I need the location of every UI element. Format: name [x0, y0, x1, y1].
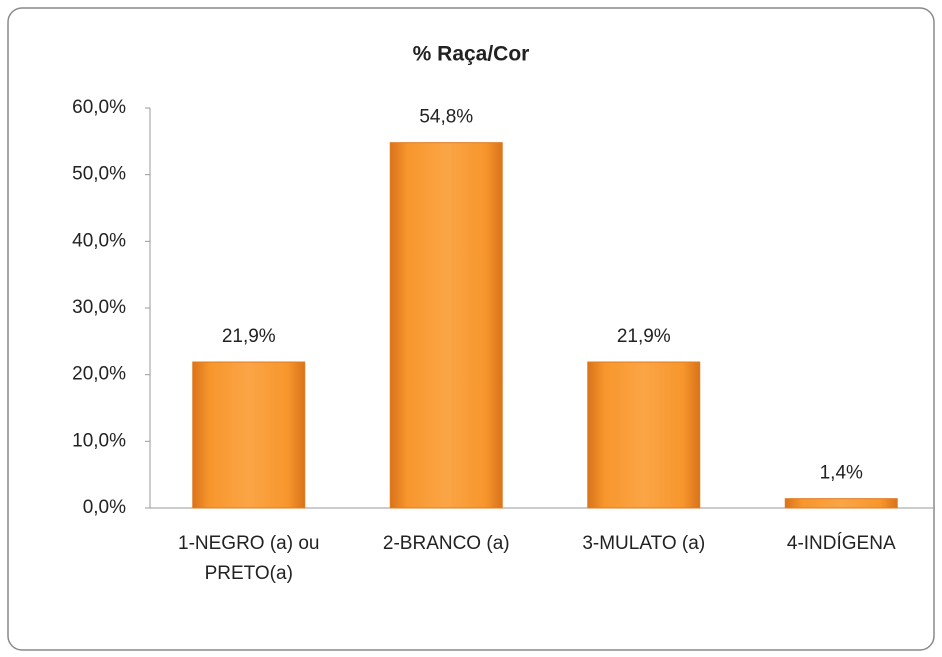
- y-tick-label: 0,0%: [83, 497, 126, 518]
- y-tick-label: 10,0%: [72, 430, 126, 451]
- y-tick-label: 40,0%: [72, 230, 126, 251]
- y-tick-label: 30,0%: [72, 297, 126, 318]
- bar: [784, 498, 898, 509]
- x-tick-label: 1-NEGRO (a) ou PRETO(a): [178, 533, 320, 584]
- x-tick-label: 2-BRANCO (a): [382, 533, 510, 554]
- y-tick-label: 50,0%: [72, 164, 126, 185]
- data-label: 21,9%: [222, 326, 276, 347]
- y-tick-label: 60,0%: [72, 97, 126, 118]
- data-label: 1,4%: [820, 463, 863, 484]
- data-label: 54,8%: [419, 107, 473, 128]
- bar: [389, 142, 503, 509]
- bar: [192, 361, 306, 509]
- x-tick-label: 4-INDÍGENA: [786, 533, 896, 554]
- y-tick-label: 20,0%: [72, 364, 126, 385]
- bar: [587, 361, 701, 509]
- data-label: 21,9%: [617, 326, 671, 347]
- x-tick-label: 3-MULATO (a): [582, 533, 706, 554]
- chart-title: % Raça/Cor: [413, 43, 530, 66]
